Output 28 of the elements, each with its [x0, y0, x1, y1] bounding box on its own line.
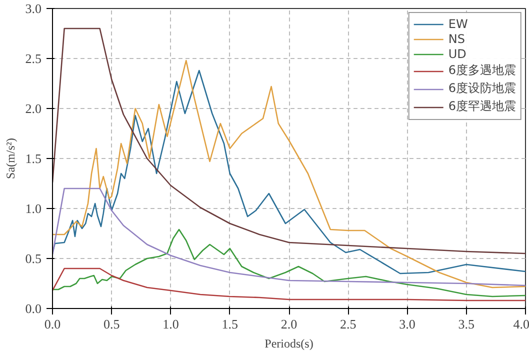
y-tick-label: 1.0	[25, 201, 42, 216]
x-tick-label: 1.0	[162, 316, 179, 332]
line-series	[52, 28, 526, 254]
x-tick-label: 1.5	[222, 316, 238, 332]
legend-label: EW	[448, 17, 468, 31]
y-tick-label: 2.0	[25, 101, 42, 116]
legend-label: 6度多遇地震	[448, 62, 516, 79]
legend-label: NS	[448, 32, 466, 46]
x-tick-label: 2.5	[340, 316, 356, 332]
y-axis-title: Sa(m/s²)	[3, 138, 18, 179]
y-tick-label: 0.0	[25, 301, 42, 316]
line-series	[52, 188, 526, 286]
x-tick-label: 0.0	[44, 316, 61, 332]
x-tick-label: 2.0	[280, 316, 298, 332]
x-tick-label: 4.0	[513, 316, 529, 332]
y-tick-label: 2.5	[25, 51, 42, 66]
y-tick-label: 1.5	[25, 151, 42, 166]
x-axis-title: Periods(s)	[264, 336, 314, 350]
x-tick-label: 3.0	[399, 316, 416, 332]
x-tick-label: 0.5	[104, 316, 120, 332]
y-tick-label: 0.5	[25, 251, 42, 266]
x-tick-label: 3.5	[458, 316, 474, 332]
line-series	[52, 228, 526, 298]
legend-label: 6度设防地震	[448, 80, 516, 97]
legend-label: 6度罕遇地震	[448, 98, 516, 115]
y-tick-label: 3.0	[25, 1, 42, 16]
line-series	[52, 268, 526, 302]
legend-label: UD	[448, 47, 468, 61]
